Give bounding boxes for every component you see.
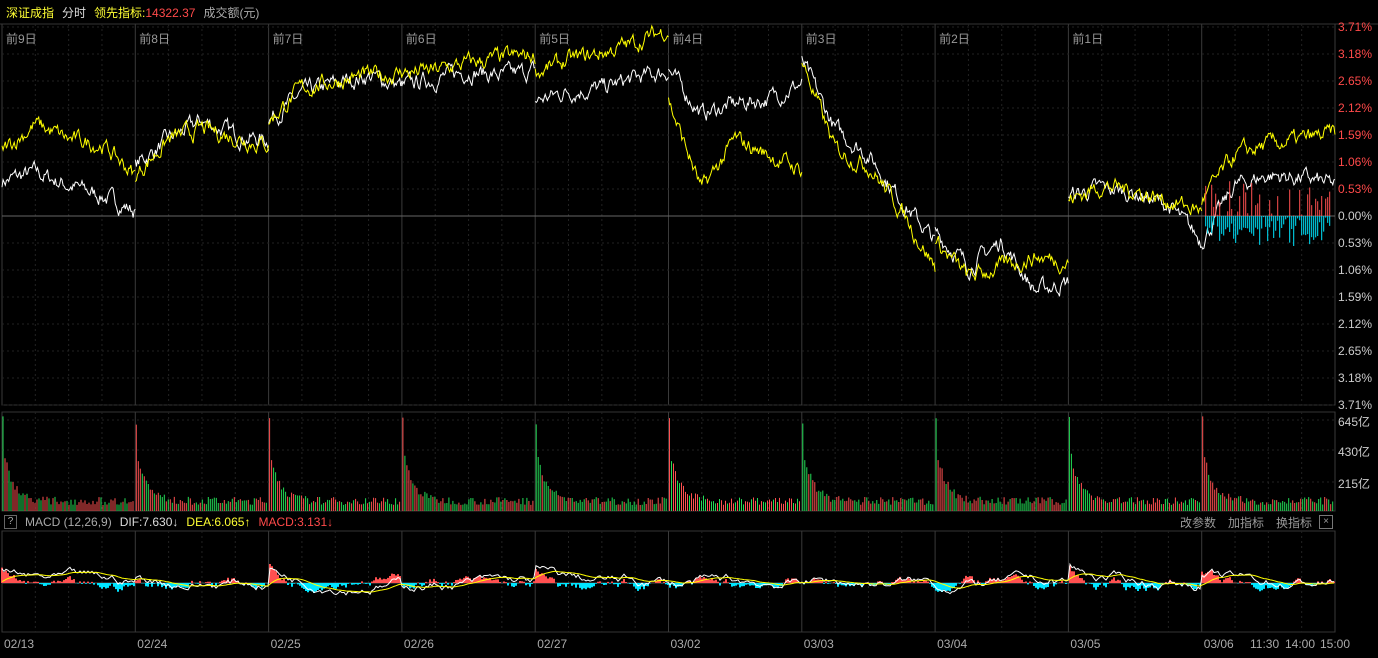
lead-line [934, 236, 1069, 281]
axis-label-pct: 0.00% [1338, 209, 1373, 223]
axis-label-pct: 2.12% [1338, 101, 1373, 115]
add-indicator-button[interactable]: 加指标 [1227, 515, 1264, 530]
index-line [801, 55, 936, 243]
lead-line [268, 63, 403, 125]
lead-label: 领先指标: [94, 5, 146, 20]
index-line [534, 65, 669, 105]
axis-label-pct: 2.65% [1338, 344, 1373, 358]
lead-line [1201, 123, 1336, 205]
index-line [134, 113, 270, 167]
date-label: 02/25 [270, 637, 301, 651]
time-label: 14:00 [1285, 637, 1316, 651]
day-label: 前4日 [672, 32, 704, 46]
index-line [668, 67, 803, 121]
lead-line [1068, 177, 1203, 216]
mode-label[interactable]: 分时 [62, 5, 87, 20]
axis-label-pct: 0.53% [1338, 182, 1373, 196]
axis-label-pct: 3.18% [1338, 47, 1373, 61]
axis-label-pct: 3.71% [1338, 398, 1373, 412]
axis-label-pct: 3.18% [1338, 371, 1373, 385]
change-params-button[interactable]: 改参数 [1179, 515, 1216, 530]
macd-value: MACD:3.131↓ [258, 515, 334, 529]
lead-line [134, 118, 270, 182]
down-tick-bars [1205, 216, 1331, 246]
date-label: 02/24 [137, 637, 168, 651]
axis-label-pct: 1.59% [1338, 128, 1373, 142]
date-label: 03/04 [937, 637, 968, 651]
day-label: 前7日 [272, 32, 304, 46]
lead-line [534, 24, 669, 80]
index-line [1201, 166, 1336, 250]
dif-value: DIF:7.630↓ [119, 515, 179, 529]
day-label: 前3日 [805, 32, 837, 46]
volume-label: 成交额(元) [203, 5, 260, 20]
day-label: 前5日 [539, 32, 570, 46]
lead-value: 14322.37 [145, 5, 196, 20]
volume-axis-label: 430亿 [1338, 445, 1371, 459]
volume-axis-label: 645亿 [1338, 415, 1371, 429]
axis-label-pct: 1.06% [1338, 155, 1373, 169]
day-label: 前1日 [1072, 32, 1104, 46]
date-label: 03/02 [670, 637, 701, 651]
date-label: 03/05 [1070, 637, 1101, 651]
date-label: 02/27 [537, 637, 568, 651]
axis-label-pct: 2.12% [1338, 317, 1373, 331]
date-label: 03/06 [1203, 637, 1234, 651]
up-tick-bars [1205, 181, 1331, 216]
lead-line [1, 115, 136, 177]
axis-label-pct: 1.59% [1338, 290, 1373, 304]
time-label: 11:30 [1250, 637, 1280, 651]
day-label: 前2日 [939, 32, 970, 46]
axis-label-pct: 1.06% [1338, 263, 1373, 277]
index-name[interactable]: 深证成指 [6, 5, 55, 20]
index-line [401, 59, 536, 94]
dif-line [1, 562, 1335, 596]
day-label: 前8日 [139, 32, 170, 46]
volume-bars-down [2, 416, 1334, 511]
help-button[interactable]: ? [4, 515, 17, 529]
date-label: 02/13 [4, 637, 35, 651]
day-label: 前9日 [6, 32, 37, 46]
volume-axis-label: 215亿 [1338, 477, 1371, 491]
index-line [1, 159, 136, 218]
date-label: 02/26 [403, 637, 434, 651]
lead-line [401, 44, 536, 79]
volume-bars-up [4, 416, 1332, 511]
macd-header: ? MACD (12,26,9) DIF:7.630↓ DEA:6.065↑ M… [0, 513, 1100, 531]
chart-header: 深证成指 分时 领先指标:14322.37 成交额(元) [0, 0, 1378, 24]
macd-name[interactable]: MACD (12,26,9) [25, 515, 112, 529]
dea-line [1, 570, 1335, 593]
axis-label-pct: 0.53% [1338, 236, 1373, 250]
date-label: 03/03 [803, 637, 834, 651]
day-label: 前6日 [405, 32, 437, 46]
dea-value: DEA:6.065↑ [186, 515, 251, 529]
time-label: 15:00 [1320, 637, 1351, 651]
axis-label-pct: 3.71% [1338, 20, 1373, 34]
close-indicator-button[interactable]: × [1319, 515, 1333, 529]
lead-line [668, 97, 803, 185]
index-line [934, 226, 1069, 297]
lead-line [801, 62, 936, 272]
switch-indicator-button[interactable]: 换指标 [1275, 515, 1312, 530]
axis-label-pct: 2.65% [1338, 74, 1373, 88]
